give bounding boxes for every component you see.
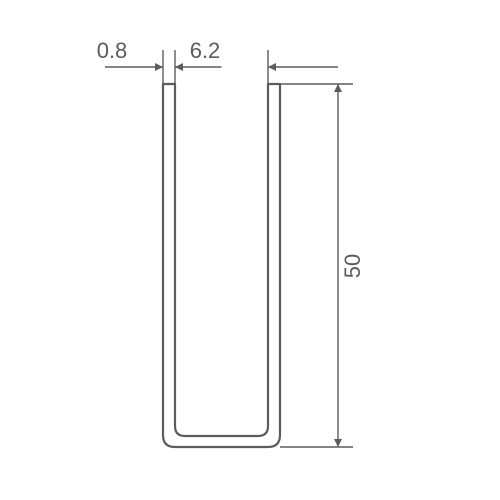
technical-drawing: 0.8 6.2 50 <box>0 0 500 500</box>
dim-label-wall_thickness: 0.8 <box>97 38 128 63</box>
dim-label-inner_width: 6.2 <box>190 38 221 63</box>
dim-label-height: 50 <box>340 254 365 278</box>
